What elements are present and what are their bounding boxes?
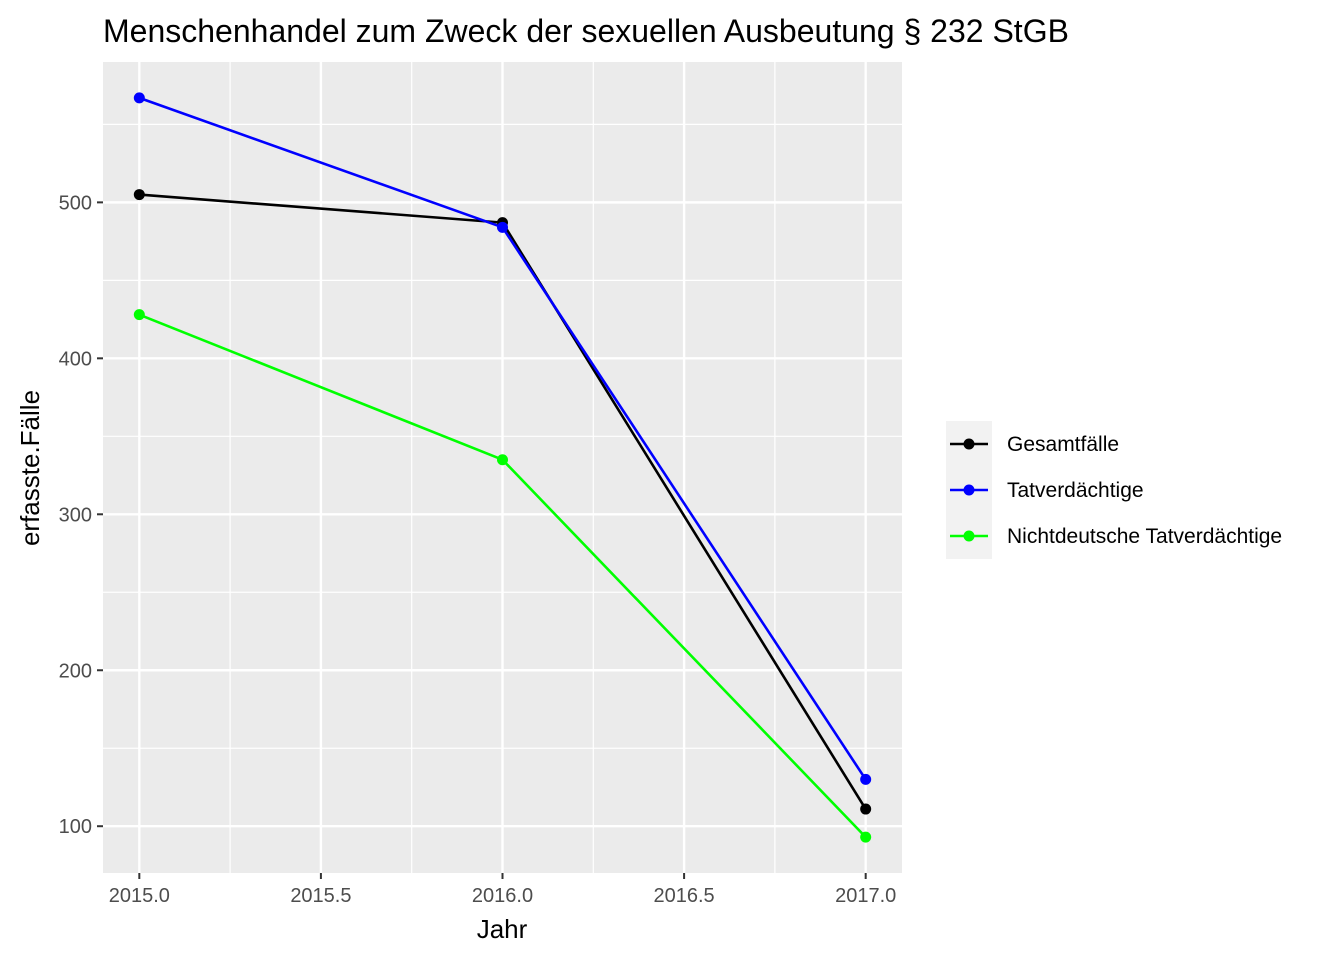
x-tick-label: 2016.0: [472, 885, 533, 907]
legend-key-point: [963, 438, 975, 450]
data-point: [860, 831, 872, 843]
data-point: [133, 189, 145, 201]
y-tick-label: 200: [59, 660, 92, 682]
legend-label: Nichtdeutsche Tatverdächtige: [1007, 525, 1282, 548]
data-point: [133, 309, 145, 321]
legend-key-point: [963, 484, 975, 496]
y-tick-label: 400: [59, 348, 92, 370]
data-point: [860, 773, 872, 785]
data-point: [133, 92, 145, 104]
major-gridlines: [103, 62, 902, 873]
x-axis-ticks: 2015.0 2015.5 2016.0 2016.5 2017.0: [109, 873, 896, 907]
data-point: [497, 221, 508, 233]
y-axis-title: erfasste.Fälle: [15, 390, 45, 546]
chart-title: Menschenhandel zum Zweck der sexuellen A…: [103, 13, 1069, 49]
data-point: [860, 803, 872, 815]
y-axis-ticks: 100 200 300 400 500: [59, 192, 103, 838]
series-points: [133, 92, 872, 843]
x-tick-label: 2015.0: [109, 885, 170, 907]
x-tick-label: 2017.0: [835, 885, 896, 907]
x-tick-label: 2015.5: [290, 885, 351, 907]
legend-label: Gesamtfälle: [1007, 433, 1119, 456]
data-point: [497, 454, 508, 466]
y-tick-label: 100: [59, 816, 92, 838]
y-tick-label: 500: [59, 192, 92, 214]
legend-label: Tatverdächtige: [1007, 479, 1144, 502]
x-tick-label: 2016.5: [654, 885, 715, 907]
legend-key-point: [963, 530, 975, 542]
x-axis-title: Jahr: [477, 914, 528, 944]
legend: Gesamtfälle Tatverdächtige Nichtdeutsche T…: [946, 421, 1282, 559]
y-tick-label: 300: [59, 504, 92, 526]
